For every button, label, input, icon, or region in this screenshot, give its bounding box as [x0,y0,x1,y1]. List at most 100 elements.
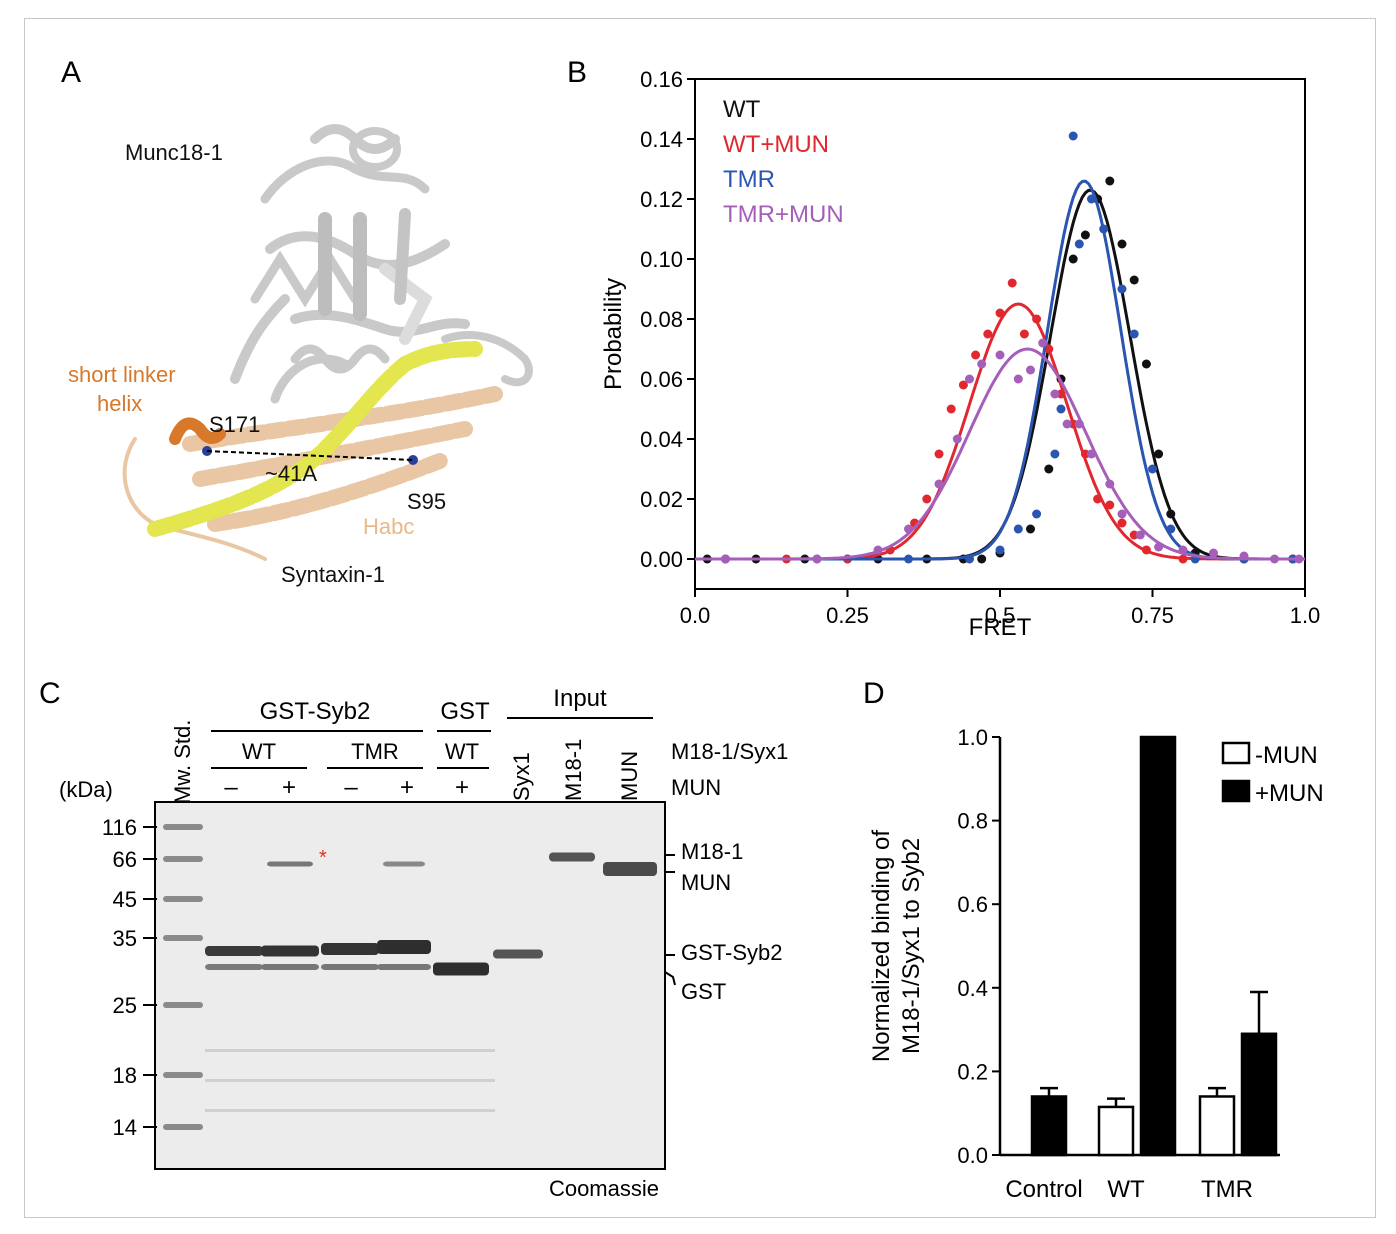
fit-curve-0 [695,188,1305,561]
lane3-mun-sign: – [344,774,358,801]
figure-canvas: A [39,56,1324,1203]
data-point [1050,389,1060,399]
data-point [1209,548,1218,558]
binding-bar-chart: 0.0 0.2 0.4 0.6 0.8 1.0 Control WT TMR -MUN +MUN [957,725,1323,1203]
ladder-band [163,1002,203,1008]
distance-line [206,450,414,461]
figure-frame: A [24,18,1376,1218]
fret-histogram-chart: 0.0 0.25 0.5 0.75 1.0 0.00 0.02 0.04 0.06 0.08 0.1… [640,67,1320,628]
data-point [965,554,974,564]
short-linker-helix-structure [169,417,226,445]
data-point [1178,545,1188,555]
legend-swatch [1221,741,1251,765]
data-point [1166,524,1176,534]
gel-band [205,946,263,956]
row-label-m18-syx1: M18-1/Syx1 [671,739,788,764]
panel-b: B 0.0 0.25 0.5 0.75 1.00.000.020.040.060.080… [567,56,1320,641]
data-point [995,545,1005,555]
data-point [1026,524,1035,534]
ladder-band [163,896,203,902]
data-point [934,449,944,459]
data-point [1026,365,1035,375]
data-point [1074,419,1084,429]
band-gst-tick [664,971,676,986]
gel-band [603,862,657,876]
bar [1240,1032,1278,1157]
gel-band [433,962,489,976]
data-point [1294,554,1304,564]
x-tick-label: 1.0 [1290,603,1321,628]
data-point [1087,194,1096,204]
legend-entry: TMR [723,166,775,193]
panel-label-b: B [567,56,587,89]
data-point [1141,359,1151,369]
bar [1139,735,1177,1157]
panel-label-a: A [61,56,81,89]
munc18-label: Munc18-1 [125,140,223,165]
faint-band [205,1049,495,1052]
band-label-m18-1: M18-1 [681,839,743,864]
data-point [952,434,962,444]
input-lane-mun: MUN [617,751,642,801]
data-point [1013,374,1023,384]
subgroup-wt-label: WT [242,739,276,764]
s95-label: S95 [407,489,446,514]
binding-y-axis-label-line2: M18-1/Syx1 to Syb2 [898,838,925,1054]
gel-band [261,945,319,957]
data-point [1013,524,1023,534]
y-tick-label: 0.10 [640,247,683,272]
category-label: Control [1005,1176,1082,1203]
panel-a: A [61,56,533,587]
mw-marker-label: 66 [113,847,137,872]
input-lane-syx1: Syx1 [509,752,534,801]
data-point [995,308,1005,318]
lane5-mun-sign: + [455,774,469,801]
y-tick-label: 0.08 [640,307,683,332]
data-point [922,494,932,504]
data-point [812,554,822,564]
legend-entry: +MUN [1255,780,1324,807]
data-point [1154,542,1164,552]
data-point [965,374,974,384]
data-point [1062,419,1072,429]
data-point [946,404,956,414]
gel-band [383,861,425,867]
helix-label: helix [97,391,142,416]
y-tick-label: 0.0 [957,1143,988,1168]
mw-marker-label: 25 [113,993,137,1018]
panel-label-c: C [39,677,61,710]
ladder-band [163,935,203,941]
data-point [1166,509,1176,519]
band-label-gst-syb2: GST-Syb2 [681,940,782,965]
fit-curve-1 [695,302,1305,561]
mw-markers: 116 66 45 35 25 18 14 [102,815,157,1140]
group-input-label: Input [553,685,607,712]
mw-marker-label: 45 [113,887,137,912]
syntaxin-label: Syntaxin-1 [281,562,385,587]
habc-structure [122,386,503,561]
bar [1030,1095,1068,1157]
data-point [1044,344,1054,354]
data-point [1056,404,1066,414]
y-tick-label: 0.6 [957,892,988,917]
y-tick-label: 1.0 [957,725,988,750]
row-label-mun: MUN [671,775,721,800]
panel-label-d: D [863,677,885,710]
y-tick-label: 0.06 [640,367,683,392]
data-point [1050,449,1060,459]
residue-s95-marker [408,455,418,465]
ladder-band [163,1124,203,1130]
gel-band [377,940,431,954]
coomassie-label: Coomassie [549,1176,659,1201]
y-tick-label: 0.12 [640,187,683,212]
data-point [1129,329,1139,339]
ladder-band [163,824,203,830]
subgroup-gst-wt-label: WT [445,739,479,764]
gel-band [267,861,313,867]
data-point [1239,551,1249,561]
distance-label: ~41A [265,461,317,486]
gel-band [261,964,319,970]
gel-band [321,943,379,955]
short-linker-label: short linker [68,362,176,387]
data-point [995,350,1005,360]
